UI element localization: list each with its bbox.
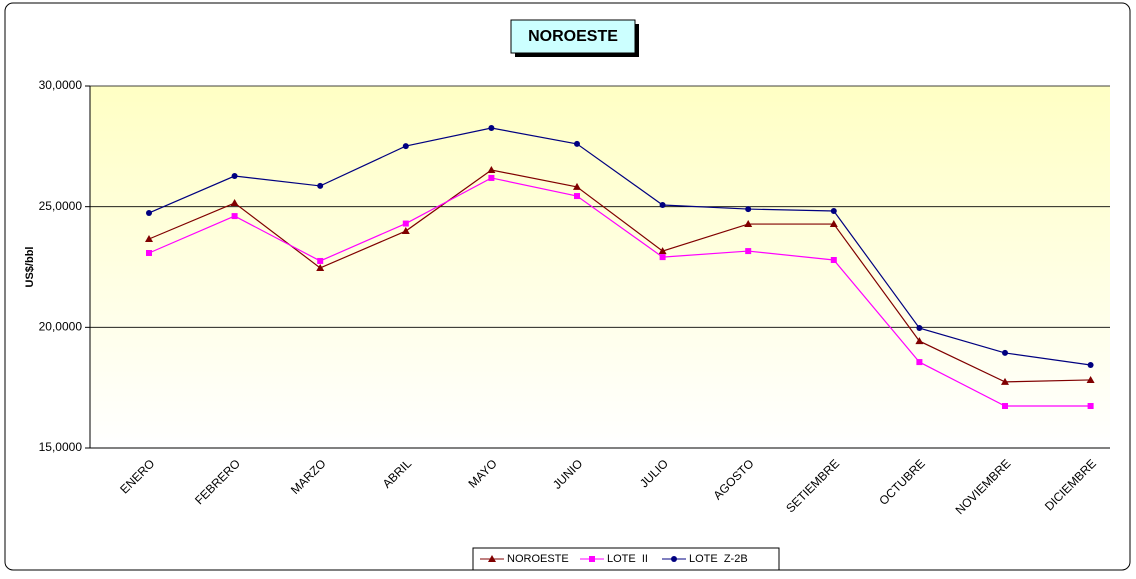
marker (488, 555, 496, 562)
marker (1002, 403, 1008, 410)
legend-label: NOROESTE (507, 553, 569, 565)
marker (916, 359, 923, 366)
y-tick-label: 30,0000 (39, 78, 83, 92)
marker (231, 173, 238, 180)
y-tick-label: 25,0000 (39, 199, 83, 213)
y-tick-label: 20,0000 (39, 320, 83, 334)
marker (316, 263, 325, 271)
marker (146, 209, 152, 216)
marker (145, 235, 153, 243)
marker (829, 220, 838, 228)
marker (574, 140, 580, 147)
marker (916, 325, 923, 332)
marker (1087, 361, 1094, 368)
marker (488, 124, 495, 131)
marker (146, 250, 152, 257)
legend-label: LOTE Z-2B (689, 553, 748, 565)
series-line (148, 127, 1091, 366)
chart-title: NOROESTE (528, 28, 618, 45)
marker (230, 199, 239, 207)
marker (659, 201, 666, 208)
plot-area (90, 86, 1110, 448)
marker (1002, 349, 1008, 356)
marker (671, 556, 677, 562)
series-line (148, 169, 1091, 383)
marker (317, 182, 324, 189)
legend-box (472, 547, 780, 571)
marker (1087, 403, 1094, 410)
marker (402, 143, 409, 150)
marker (745, 248, 752, 255)
marker (589, 556, 595, 562)
series-line (148, 177, 1091, 407)
marker (574, 193, 580, 200)
marker (231, 213, 238, 220)
marker (1086, 375, 1095, 383)
marker (487, 165, 496, 173)
marker (573, 182, 581, 190)
marker (402, 220, 409, 227)
marker (744, 220, 753, 228)
marker (1001, 377, 1009, 385)
marker (401, 227, 410, 235)
marker (830, 208, 837, 215)
marker (488, 174, 495, 181)
y-tick-label: 15,0000 (39, 440, 83, 454)
marker (915, 337, 924, 345)
marker (830, 257, 837, 264)
marker (658, 247, 667, 255)
title-box (510, 19, 636, 54)
marker (659, 254, 666, 261)
marker (745, 206, 752, 213)
y-axis-label: US$/bbl (24, 247, 36, 288)
marker (317, 257, 324, 264)
legend-label: LOTE II (607, 553, 648, 565)
